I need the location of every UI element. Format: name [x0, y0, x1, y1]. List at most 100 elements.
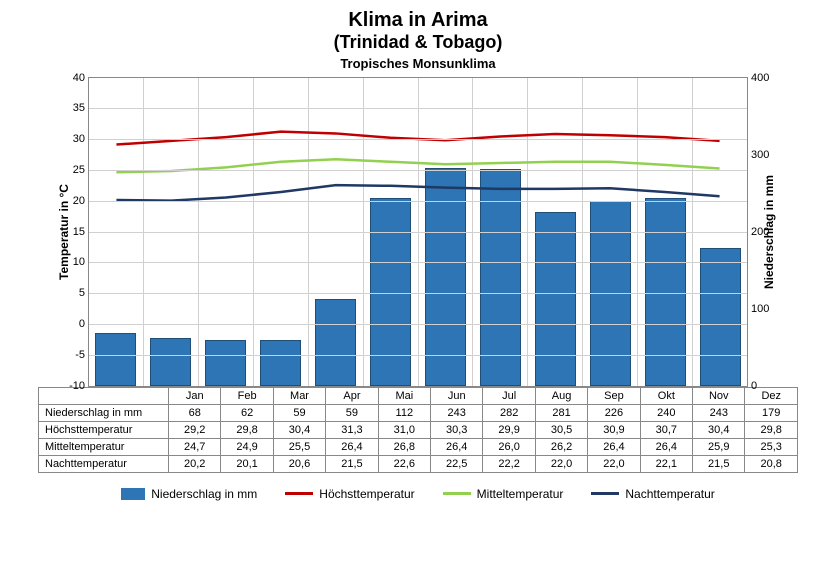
legend-label: Mitteltemperatur	[477, 487, 564, 501]
table-cell: 226	[588, 404, 640, 421]
table-cell: 30,7	[640, 421, 692, 438]
y-tick-left: 5	[51, 287, 85, 299]
month-header: Mar	[273, 387, 325, 404]
table-cell: 29,9	[483, 421, 535, 438]
table-cell: 24,9	[221, 438, 273, 455]
table-cell: 68	[169, 404, 221, 421]
table-row: Mitteltemperatur24,724,925,526,426,826,4…	[39, 438, 798, 455]
table-cell: 30,4	[693, 421, 745, 438]
y-tick-right: 0	[751, 380, 785, 392]
table-cell: 20,6	[273, 455, 325, 472]
row-label: Höchsttemperatur	[39, 421, 169, 438]
y-tick-left: 0	[51, 318, 85, 330]
gridline	[89, 262, 747, 263]
data-table: JanFebMarAprMaiJunJulAugSepOktNovDezNied…	[38, 387, 798, 473]
table-cell: 26,8	[378, 438, 430, 455]
month-header: Apr	[326, 387, 378, 404]
y-tick-left: 20	[51, 195, 85, 207]
table-cell: 29,8	[221, 421, 273, 438]
table-row: Höchsttemperatur29,229,830,431,331,030,3…	[39, 421, 798, 438]
table-cell: 22,2	[483, 455, 535, 472]
y-tick-left: 10	[51, 256, 85, 268]
table-cell: 26,2	[535, 438, 587, 455]
table-cell: 22,1	[640, 455, 692, 472]
row-label: Mitteltemperatur	[39, 438, 169, 455]
y-tick-right: 400	[751, 72, 785, 84]
table-cell: 29,2	[169, 421, 221, 438]
table-cell: 59	[326, 404, 378, 421]
climate-chart: Klima in Arima (Trinidad & Tobago) Tropi…	[0, 0, 836, 575]
legend-label: Nachttemperatur	[625, 487, 714, 501]
month-header: Sep	[588, 387, 640, 404]
table-cell: 30,9	[588, 421, 640, 438]
legend: Niederschlag in mm Höchsttemperatur Mittel…	[12, 487, 824, 501]
table-cell: 25,9	[693, 438, 745, 455]
table-cell: 22,6	[378, 455, 430, 472]
legend-swatch-line	[591, 492, 619, 495]
y-tick-right: 100	[751, 303, 785, 315]
legend-item: Nachttemperatur	[591, 487, 714, 501]
legend-swatch-line	[285, 492, 313, 495]
series-line-hoechst	[116, 131, 719, 144]
table-cell: 112	[378, 404, 430, 421]
month-header: Feb	[221, 387, 273, 404]
month-header: Nov	[693, 387, 745, 404]
table-cell: 281	[535, 404, 587, 421]
table-cell: 59	[273, 404, 325, 421]
table-cell: 20,1	[221, 455, 273, 472]
table-cell: 21,5	[326, 455, 378, 472]
table-cell: 26,0	[483, 438, 535, 455]
table-cell: 62	[221, 404, 273, 421]
month-header: Mai	[378, 387, 430, 404]
gridline	[89, 232, 747, 233]
chart-subsubtitle: Tropisches Monsunklima	[12, 56, 824, 71]
table-cell: 282	[483, 404, 535, 421]
month-header: Aug	[535, 387, 587, 404]
row-label: Niederschlag in mm	[39, 404, 169, 421]
y-tick-left: 40	[51, 72, 85, 84]
y-tick-left: 35	[51, 102, 85, 114]
month-header: Jan	[169, 387, 221, 404]
row-label: Nachttemperatur	[39, 455, 169, 472]
y-tick-left: 15	[51, 226, 85, 238]
table-row: Niederschlag in mm6862595911224328228122…	[39, 404, 798, 421]
table-cell: 31,3	[326, 421, 378, 438]
chart-title: Klima in Arima	[12, 8, 824, 32]
table-cell: 20,8	[745, 455, 798, 472]
chart-subtitle: (Trinidad & Tobago)	[12, 32, 824, 54]
y-tick-left: -5	[51, 349, 85, 361]
y-tick-left: -10	[51, 380, 85, 392]
month-header: Jun	[431, 387, 483, 404]
y-tick-left: 30	[51, 133, 85, 145]
legend-item: Höchsttemperatur	[285, 487, 414, 501]
table-cell: 26,4	[326, 438, 378, 455]
table-cell: 29,8	[745, 421, 798, 438]
gridline	[89, 108, 747, 109]
table-cell: 21,5	[693, 455, 745, 472]
legend-label: Höchsttemperatur	[319, 487, 414, 501]
table-cell: 30,3	[431, 421, 483, 438]
y-tick-right: 200	[751, 226, 785, 238]
y-tick-right: 300	[751, 149, 785, 161]
table-cell: 20,2	[169, 455, 221, 472]
table-cell: 22,0	[535, 455, 587, 472]
table-cell: 31,0	[378, 421, 430, 438]
gridline	[89, 324, 747, 325]
month-header: Okt	[640, 387, 692, 404]
series-line-nacht	[116, 185, 719, 200]
table-cell: 243	[431, 404, 483, 421]
table-row: Nachttemperatur20,220,120,621,522,622,52…	[39, 455, 798, 472]
gridline	[89, 293, 747, 294]
table-cell: 25,5	[273, 438, 325, 455]
gridline	[89, 139, 747, 140]
legend-swatch-line	[443, 492, 471, 495]
table-cell: 30,5	[535, 421, 587, 438]
legend-label: Niederschlag in mm	[151, 487, 257, 501]
month-header: Jul	[483, 387, 535, 404]
legend-item: Niederschlag in mm	[121, 487, 257, 501]
table-cell: 26,4	[640, 438, 692, 455]
y-tick-left: 25	[51, 164, 85, 176]
table-cell: 179	[745, 404, 798, 421]
table-cell: 26,4	[431, 438, 483, 455]
plot-area: Temperatur in °C Niederschlag in mm -10-…	[38, 77, 798, 387]
